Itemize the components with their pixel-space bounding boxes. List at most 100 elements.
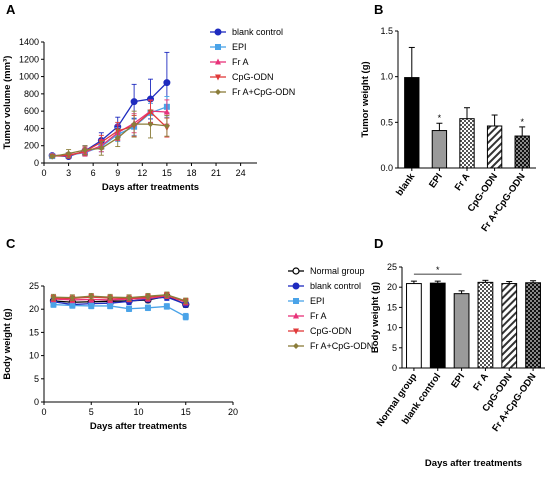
x-category-label: blank xyxy=(394,171,418,198)
data-point-epi xyxy=(50,301,57,308)
data-point-combo xyxy=(182,297,189,304)
series-epi xyxy=(50,301,189,321)
data-point-combo xyxy=(126,294,133,301)
y-tick-label: 5 xyxy=(392,343,397,353)
data-point-fra xyxy=(163,108,170,115)
legend: blank control EPI Fr A CpG-ODN Fr A+CpG-ODN xyxy=(210,27,295,97)
x-category-label: EPI xyxy=(449,371,467,390)
x-tick-label: 9 xyxy=(115,168,120,178)
series-combo xyxy=(50,291,189,305)
bar xyxy=(501,283,518,369)
legend-marker-combo xyxy=(215,89,221,95)
y-tick-label: 25 xyxy=(387,262,397,272)
legend-marker-fra xyxy=(293,312,299,319)
legend-label-combo: Fr A+CpG-ODN xyxy=(232,87,295,97)
y-tick-label: 200 xyxy=(24,141,39,151)
panel-letter-b: B xyxy=(374,2,383,17)
data-point-combo xyxy=(69,294,76,301)
data-point-combo xyxy=(114,134,121,141)
panel-letter-d: D xyxy=(374,236,383,251)
bar xyxy=(406,283,422,369)
legend-label-epi: EPI xyxy=(232,42,247,52)
y-tick-label: 20 xyxy=(29,304,39,314)
data-point-combo xyxy=(147,121,154,128)
bar xyxy=(525,282,541,369)
data-point-combo xyxy=(107,294,114,301)
legend-marker-combo xyxy=(293,343,299,349)
x-axis-title: Days after treatments xyxy=(425,458,522,469)
data-point-epi xyxy=(144,304,151,311)
legend-label-fra: Fr A xyxy=(310,311,327,321)
bar-group xyxy=(429,280,446,371)
series-line-epi xyxy=(53,303,187,318)
x-tick-label: 21 xyxy=(211,168,221,178)
x-tick-label: 18 xyxy=(186,168,196,178)
significance-star: * xyxy=(438,113,442,123)
legend-label-blank: blank control xyxy=(232,27,283,37)
data-point-epi xyxy=(88,302,95,309)
legend-label-cpg: CpG-ODN xyxy=(232,72,274,82)
y-tick-label: 15 xyxy=(29,327,39,337)
data-point-epi xyxy=(107,302,114,309)
y-axis-title: Body weight (g) xyxy=(2,308,13,379)
bar xyxy=(404,77,420,169)
x-tick-label: 0 xyxy=(41,407,46,417)
legend-label-cpg: CpG-ODN xyxy=(310,326,352,336)
legend-marker-cpg xyxy=(215,74,221,81)
data-point-combo xyxy=(163,291,170,298)
y-tick-label: 0 xyxy=(392,363,397,373)
bar-group xyxy=(406,280,422,371)
data-point-blank xyxy=(163,79,171,87)
y-tick-label: 1.5 xyxy=(380,26,393,36)
data-point-combo xyxy=(50,294,57,301)
legend-label-fra: Fr A xyxy=(232,57,249,67)
bar xyxy=(429,282,446,369)
y-tick-label: 15 xyxy=(387,302,397,312)
legend-marker-cpg xyxy=(293,328,299,335)
y-tick-label: 1.0 xyxy=(380,72,393,82)
x-category-label: Fr A xyxy=(471,371,491,393)
bar xyxy=(459,118,475,169)
x-tick-label: 6 xyxy=(91,168,96,178)
bar-group xyxy=(431,122,448,171)
bar-group xyxy=(501,281,518,371)
bar-group xyxy=(525,280,541,371)
panel-a-tumor-volume-chart: 0 200 400 600 800 1000 1200 1400 0 3 6 9 12 15 18 21 24 D… xyxy=(2,27,295,193)
bar xyxy=(453,293,470,369)
y-tick-label: 0.0 xyxy=(380,163,393,173)
series-combo xyxy=(49,109,170,160)
series-line-combo xyxy=(53,294,186,302)
y-axis-title: Tumor volume (mm³) xyxy=(2,56,13,150)
x-tick-label: 15 xyxy=(162,168,172,178)
x-tick-label: 12 xyxy=(137,168,147,178)
y-tick-label: 10 xyxy=(387,323,397,333)
y-tick-label: 10 xyxy=(29,351,39,361)
bar xyxy=(486,125,503,169)
x-tick-label: 20 xyxy=(228,407,238,417)
y-tick-label: 400 xyxy=(24,123,39,133)
data-point-epi xyxy=(69,302,76,309)
y-tick-label: 0 xyxy=(34,397,39,407)
bar-group xyxy=(477,279,494,371)
data-point-combo xyxy=(88,293,95,300)
data-point-combo xyxy=(98,145,105,152)
x-axis-title: Days after treatments xyxy=(90,421,187,432)
y-tick-label: 1400 xyxy=(19,37,39,47)
x-category-label: Fr A+CpG-ODN xyxy=(490,371,538,434)
x-tick-label: 24 xyxy=(236,168,246,178)
y-tick-label: 0 xyxy=(34,158,39,168)
y-tick-label: 25 xyxy=(29,281,39,291)
x-tick-label: 3 xyxy=(66,168,71,178)
legend-marker-blank xyxy=(292,282,300,290)
bar xyxy=(431,130,448,169)
x-axis-title: Days after treatments xyxy=(102,182,199,193)
data-point-blank xyxy=(130,98,138,106)
series-cpg xyxy=(49,100,170,160)
y-tick-label: 1000 xyxy=(19,72,39,82)
data-point-combo xyxy=(65,150,72,157)
x-category-label: EPI xyxy=(427,171,445,190)
legend-marker-fra xyxy=(215,58,221,65)
bar-group xyxy=(404,46,420,171)
